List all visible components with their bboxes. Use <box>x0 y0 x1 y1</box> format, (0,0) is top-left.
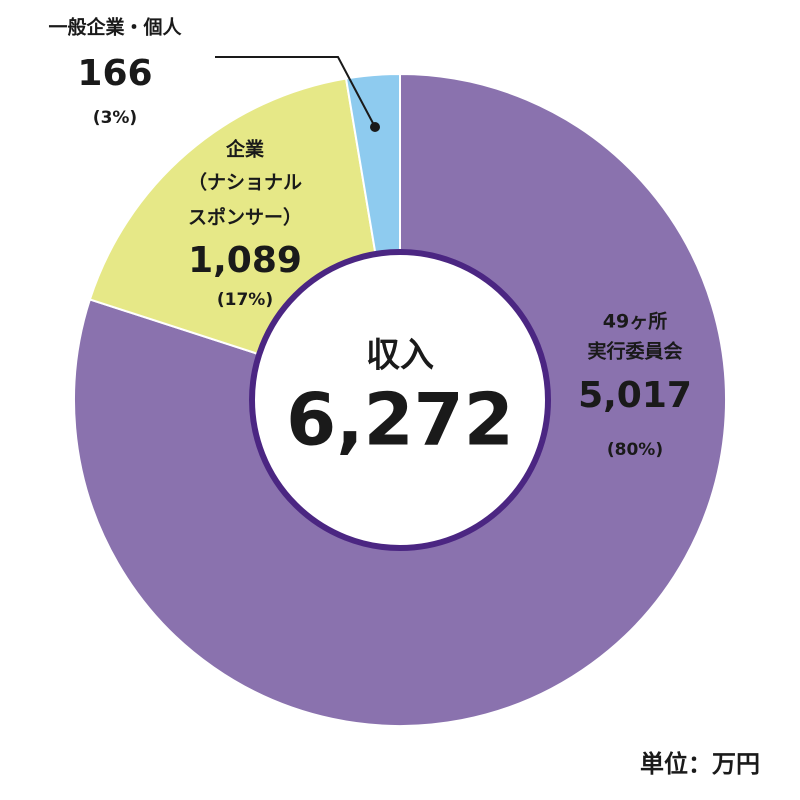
percentage-label: (3%) <box>93 108 137 128</box>
slice-label: 企業 <box>225 138 265 161</box>
unit-note: 単位：万円 <box>640 750 760 778</box>
leader-dot <box>370 122 380 132</box>
value-label: 1,089 <box>188 240 302 281</box>
slice-label: 一般企業・個人 <box>48 16 182 39</box>
slice-label: 実行委員会 <box>587 340 682 363</box>
value-label: 5,017 <box>578 375 692 416</box>
percentage-label: (80%) <box>607 440 663 460</box>
percentage-label: (17%) <box>217 290 273 310</box>
slice-label: 49ヶ所 <box>603 311 667 333</box>
slice-label: （ナショナル <box>188 171 302 194</box>
center-title: 収入 <box>366 336 434 376</box>
center-value: 6,272 <box>286 378 514 462</box>
center-hole <box>249 249 551 551</box>
slice-label: スポンサー） <box>188 206 302 229</box>
leader-line <box>215 56 376 128</box>
value-label: 166 <box>77 53 152 94</box>
